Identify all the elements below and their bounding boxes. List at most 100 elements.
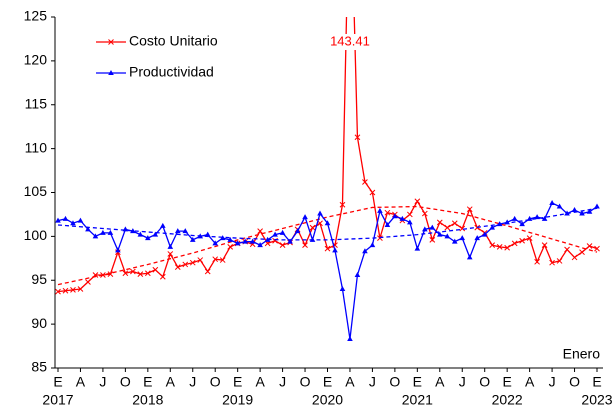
plot-area (55, 17, 600, 342)
marker (302, 242, 308, 249)
marker (100, 229, 106, 235)
marker (564, 210, 570, 216)
marker (130, 268, 136, 275)
marker (339, 201, 346, 208)
x-tick-label: A (435, 374, 445, 390)
marker (137, 271, 144, 277)
year-label: 2021 (402, 392, 433, 408)
marker (377, 207, 383, 213)
marker (586, 208, 593, 214)
y-tick-label: 95 (31, 271, 47, 287)
marker (347, 336, 353, 342)
marker (182, 261, 189, 268)
marker (481, 231, 488, 237)
marker (242, 238, 248, 244)
marker (302, 214, 308, 220)
marker (436, 231, 443, 237)
x-tick-label: J (99, 374, 106, 390)
x-tick-label: O (389, 374, 400, 390)
marker (511, 215, 518, 221)
marker (594, 245, 600, 252)
marker (227, 244, 234, 250)
marker (167, 243, 174, 249)
marker (294, 228, 301, 234)
x-tick-label: J (459, 374, 466, 390)
year-label: 2019 (222, 392, 253, 408)
marker (152, 266, 159, 273)
marker (100, 272, 106, 278)
marker (534, 214, 540, 220)
annotation-bg (328, 34, 371, 50)
legend-label: Costo Unitario (129, 33, 218, 49)
marker (466, 206, 473, 213)
marker (309, 224, 316, 231)
marker (384, 221, 391, 227)
marker (579, 249, 585, 256)
x-tick-label: E (53, 374, 62, 390)
x-tick-label: O (210, 374, 221, 390)
marker (579, 210, 585, 216)
marker (77, 286, 84, 292)
marker (55, 288, 61, 295)
x-tick-label: A (255, 374, 265, 390)
marker (257, 228, 263, 234)
marker (511, 240, 518, 247)
y-tick-label: 115 (25, 95, 48, 111)
marker (504, 219, 510, 225)
marker (571, 207, 578, 213)
marker (549, 200, 555, 206)
x-tick-label: O (569, 374, 580, 390)
x-tick-label: A (345, 374, 355, 390)
marker (541, 215, 548, 221)
marker (594, 203, 600, 209)
x-tick-label: E (143, 374, 152, 390)
marker (407, 219, 413, 225)
year-label: 2017 (42, 392, 73, 408)
legend-marker (108, 70, 114, 75)
marker (519, 221, 525, 227)
marker (444, 233, 451, 239)
marker (204, 268, 211, 275)
marker (189, 236, 196, 242)
marker (167, 251, 174, 257)
trend-line (57, 205, 598, 286)
marker (145, 235, 151, 241)
marker (414, 198, 421, 205)
marker (549, 259, 555, 266)
marker (324, 245, 331, 252)
y-tick-label: 110 (25, 139, 48, 155)
marker (160, 222, 166, 228)
marker (249, 238, 256, 244)
marker (422, 226, 428, 232)
marker (496, 244, 503, 250)
marker (92, 272, 99, 278)
marker (130, 228, 136, 234)
marker (182, 228, 189, 234)
marker (309, 236, 316, 242)
marker (444, 224, 451, 231)
marker (332, 247, 338, 253)
marker (107, 229, 114, 235)
marker (70, 287, 76, 293)
marker (159, 273, 166, 280)
marker (586, 243, 593, 249)
x-tick-label: J (279, 374, 286, 390)
x-tick-label: A (166, 374, 176, 390)
marker (189, 259, 196, 266)
marker (392, 213, 398, 219)
x-note: Enero (563, 346, 601, 362)
legend-label: Productividad (129, 64, 214, 80)
marker (504, 244, 511, 251)
marker (152, 231, 159, 237)
marker (489, 242, 496, 249)
marker (414, 245, 421, 251)
marker (55, 217, 61, 223)
annotation: 143.41 (330, 33, 370, 48)
marker (324, 220, 331, 226)
marker (459, 235, 466, 241)
x-tick-label: J (549, 374, 556, 390)
marker (279, 229, 286, 235)
marker (459, 225, 466, 232)
marker (541, 242, 548, 249)
marker (85, 226, 91, 232)
